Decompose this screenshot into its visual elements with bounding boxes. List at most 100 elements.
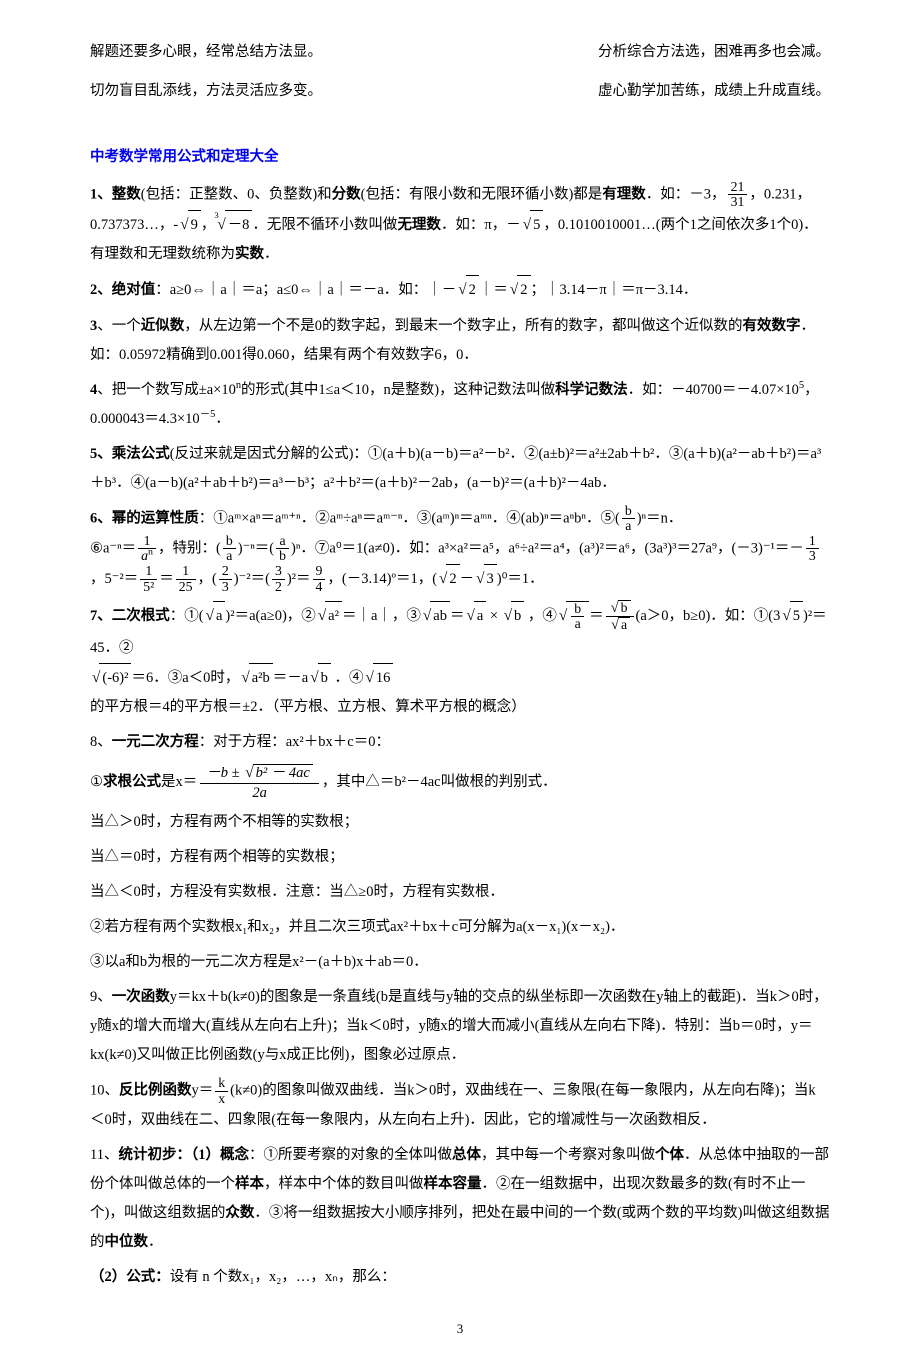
t: 10、 [90,1083,119,1099]
t: 设有 n 个数x₁，x₂，…，xₙ，那么： [170,1269,396,1285]
sqrt-icon: 16 [363,663,393,693]
t: 一元二次方程 [112,734,199,750]
fraction: 15² [140,564,157,594]
t: ⑥a⁻ⁿ＝ [90,540,136,556]
sqrt-icon: a² [316,601,342,631]
t: ｜a｜＝－a．如：｜－ [313,282,456,298]
sqrt-icon: (-6)² [90,663,131,693]
t: y＝kx＋b(k≠0)的图象是一条直线(b是直线与y轴的交点的纵坐标即一次函数在… [90,989,828,1063]
quadratic-formula: －b ± b² － 4ac2a [200,763,319,802]
item-2: 2、绝对值：a≥0⇔｜a｜＝a；a≤0⇔｜a｜＝－a．如：｜－2｜＝2；｜3.1… [90,275,830,305]
t: ． [148,1234,163,1250]
t: ｜a｜＝a；a≤0 [206,282,299,298]
poem-l2: 切勿盲目乱添线，方法灵活应多变。 [90,79,322,104]
t: ．如：π，－ [441,217,521,233]
sqrt-icon: a²b [239,663,272,693]
fraction: ba [223,534,236,564]
t: ：对于方程：ax²＋bx＋c＝0： [199,734,390,750]
t: ：a≥0 [155,282,191,298]
item-9: 9、一次函数y＝kx＋b(k≠0)的图象是一条直线(b是直线与y轴的交点的纵坐标… [90,983,830,1070]
t: )⁻ⁿ＝( [238,540,274,556]
t: )²＝ [287,571,311,587]
sup: －5 [200,409,216,420]
cuberoot-icon: 3－8 [215,210,252,240]
fraction: 2131 [728,180,748,210]
t: － [460,571,475,587]
t: 7、二次根式 [90,608,170,624]
sqrt-icon: a [464,601,486,631]
t: 9、 [90,989,112,1005]
fraction: 94 [313,564,326,594]
t: ． [264,246,279,262]
sqrt-icon: 2 [508,275,531,305]
t: ，特别：( [158,540,221,556]
t: 8、 [90,734,112,750]
t: （2）公式： [90,1269,170,1285]
t: 样本容量 [424,1176,482,1192]
t: ，( [198,571,217,587]
t: ＝ [450,608,465,624]
t: ：①所要考察的对象的全体叫做 [249,1147,452,1163]
t: 11、 [90,1147,118,1163]
t: (包括：有限小数和无限环循小数)都是 [361,186,603,202]
iff-icon: ⇔ [298,282,313,298]
sqrt-icon: ab [421,601,450,631]
t: 个体 [655,1147,684,1163]
item-11: 11、统计初步：（1）概念：①所要考察的对象的全体叫做总体，其中每一个考察对象叫… [90,1141,830,1257]
item-4: 4、把一个数写成±a×10n的形式(其中1≤a＜10，n是整数)，这种记数法叫做… [90,376,830,434]
item-8-l1: 当△＞0时，方程有两个不相等的实数根； [90,808,830,837]
t: 中位数 [105,1234,149,1250]
t: 实数 [235,246,264,262]
t: 无理数 [397,217,441,233]
t: 、一个 [97,318,141,334]
header-poem: 解题还要多心眼，经常总结方法显。 分析综合方法选，困难再多也会减。 切勿盲目乱添… [90,40,830,117]
t: (a＞0，b≥0)．如：①(3 [636,608,781,624]
item-5: 5、乘法公式(反过来就是因式分解的公式)：①(a＋b)(a－b)＝a²－b²．②… [90,440,830,498]
t: ． [215,411,230,427]
t: )⁰＝1． [497,571,544,587]
sqrt-icon: 3 [474,564,497,594]
t: 分数 [332,186,361,202]
t: ．④ [331,670,364,686]
t: ，其中△＝b²－4ac叫做根的判别式． [322,774,557,790]
t: 有效数字 [743,318,801,334]
t: 样本 [235,1176,264,1192]
t: 是x＝ [161,774,197,790]
item-11b: （2）公式：设有 n 个数x₁，x₂，…，xₙ，那么： [90,1263,830,1292]
t: 的形式(其中1≤a＜10，n是整数)，这种记数法叫做 [241,382,555,398]
t: ．如：－3， [646,186,726,202]
t: 、把一个数写成±a×10 [97,382,236,398]
t: ，从左边第一个不是0的数字起，到最末一个数字止，所有的数字，都叫做这个近似数的 [184,318,742,334]
t: 科学记数法 [555,382,628,398]
sqrt-icon: 2 [456,275,479,305]
t: ；｜3.14－π｜＝π－3.14． [531,282,698,298]
t: ，样本中个体的数目叫做 [264,1176,424,1192]
t: × [486,608,501,624]
page-number: 3 [90,1318,830,1340]
t: (反过来就是因式分解的公式)：①(a＋b)(a－b)＝a²－b²．②(a±b)²… [90,446,821,491]
t: ＝6．③a＜0时， [131,670,239,686]
t: ｜＝ [479,282,508,298]
item-10: 10、反比例函数y＝kx(k≠0)的图象叫做双曲线．当k＞0时，双曲线在一、三象… [90,1076,830,1135]
fraction: ba [606,600,634,633]
item-8-l4: ②若方程有两个实数根x₁和x₂，并且二次三项式ax²＋bx＋c可分解为a(x－x… [90,913,830,942]
fraction: ba [622,504,635,534]
t: ，④ [524,608,557,624]
t: 有理数 [602,186,646,202]
t: ， [201,217,216,233]
t: ，(－3.14)º＝1，( [327,571,437,587]
poem-r2: 虚心勤学加苦练，成绩上升成直线。 [598,79,830,104]
sqrt-icon: 9 [178,210,201,240]
t: )²＝a(a≥0)，② [225,608,315,624]
t: 统计初步 [118,1147,176,1163]
t: 一次函数 [112,989,170,1005]
sqrt-icon: a [204,601,226,631]
section-title: 中考数学常用公式和定理大全 [90,145,830,170]
t: ＝｜a｜，③ [342,608,421,624]
fraction: kx [215,1076,228,1106]
t: 众数 [225,1205,254,1221]
item-8-l2: 当△＝0时，方程有两个相等的实数根； [90,843,830,872]
item-8-formula: ①求根公式是x＝－b ± b² － 4ac2a，其中△＝b²－4ac叫做根的判别… [90,763,830,802]
item-8-l3: 当△＜0时，方程没有实数根．注意：当△≥0时，方程有实数根． [90,878,830,907]
t: ＝ [159,571,174,587]
